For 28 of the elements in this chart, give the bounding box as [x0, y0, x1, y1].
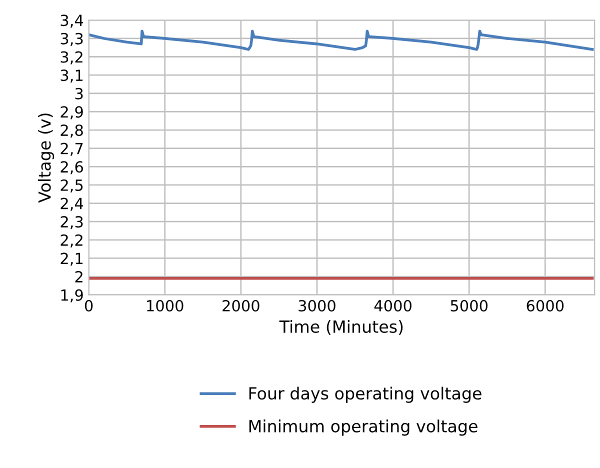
line-series: [88, 30, 594, 51]
y-tick-label: 3: [75, 88, 83, 100]
y-tick-label: 2,2: [60, 234, 82, 248]
y-tick-label: 2,1: [60, 252, 83, 266]
y-tick-label: 2,5: [60, 179, 83, 193]
y-axis-title: Voltage (v): [38, 114, 54, 203]
y-tick-label: 3,1: [60, 70, 83, 83]
legend-label: Four days operating voltage: [249, 386, 482, 403]
x-tick-label: 0: [84, 300, 93, 312]
legend-label: Minimum operating voltage: [249, 420, 478, 436]
y-tick-label: 3,3: [60, 32, 83, 46]
y-tick-label: 2,8: [60, 124, 83, 138]
x-axis-title: Time (Minutes): [279, 320, 403, 335]
y-tick-label: 2,3: [60, 216, 83, 230]
x-tick-label: 1000: [147, 300, 184, 312]
y-tick-label: 3,2: [60, 51, 82, 64]
x-tick-label: 6000: [526, 300, 564, 312]
y-tick-label: 2: [75, 270, 82, 282]
y-tick-label: 2,6: [60, 161, 83, 174]
y-tick-label: 1,9: [61, 289, 83, 302]
y-tick-label: 2,7: [60, 142, 83, 156]
x-tick-label: 4000: [374, 300, 412, 312]
x-tick-label: 2000: [222, 300, 260, 312]
y-tick-label: 3,4: [60, 14, 84, 28]
y-tick-label: 2,9: [60, 106, 83, 120]
x-tick-label: 3000: [298, 300, 336, 312]
y-tick-label: 2,4: [60, 198, 84, 211]
x-tick-label: 5000: [450, 300, 488, 312]
